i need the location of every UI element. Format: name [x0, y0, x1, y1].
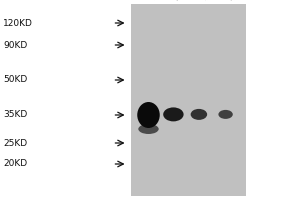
Bar — [130, 4, 246, 196]
Text: 40μg: 40μg — [148, 0, 170, 2]
Ellipse shape — [137, 102, 160, 128]
Text: 90KD: 90KD — [3, 40, 27, 49]
Text: 25KD: 25KD — [3, 138, 27, 147]
Text: 50KD: 50KD — [3, 75, 27, 84]
Text: 5μg: 5μg — [226, 0, 244, 2]
Ellipse shape — [138, 124, 159, 134]
Ellipse shape — [218, 110, 233, 119]
Ellipse shape — [191, 109, 207, 120]
Text: 120KD: 120KD — [3, 19, 33, 27]
Text: 10μg: 10μg — [200, 0, 221, 2]
Text: 20μg: 20μg — [172, 0, 194, 2]
Text: 35KD: 35KD — [3, 110, 27, 119]
Ellipse shape — [163, 107, 184, 121]
Text: 20KD: 20KD — [3, 160, 27, 168]
